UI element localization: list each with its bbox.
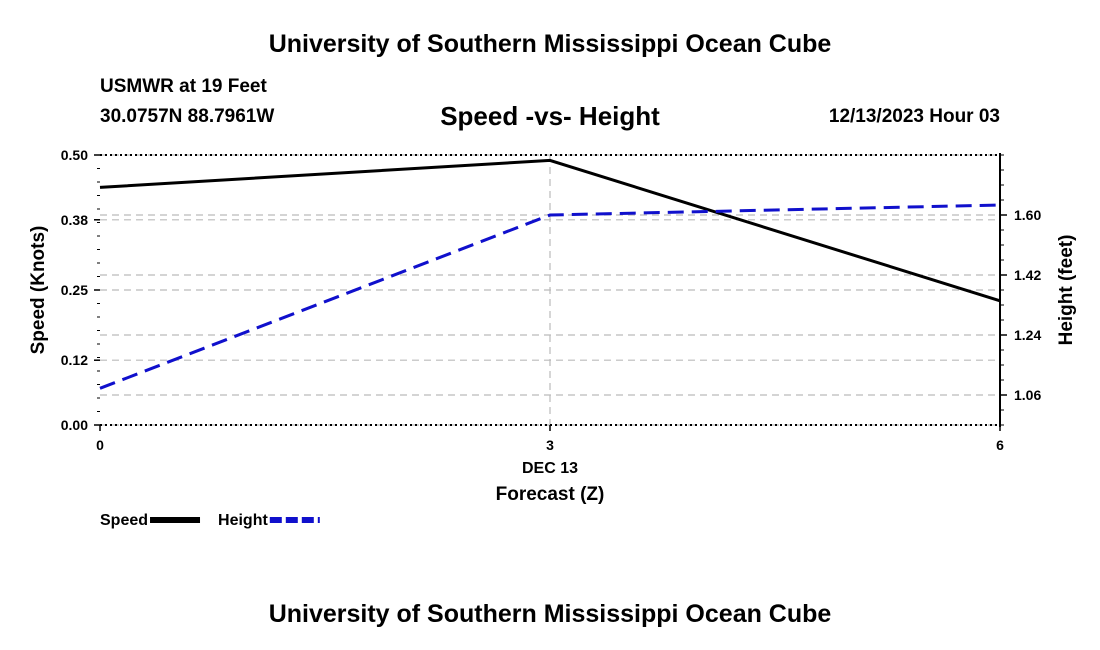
- y-left-tick-label: 0.50: [61, 147, 88, 163]
- y-left-tick-label: 0.12: [61, 352, 88, 368]
- legend-label-height: Height: [218, 512, 268, 529]
- x-tick-label: 0: [96, 437, 104, 453]
- y-left-tick-label: 0.00: [61, 417, 88, 433]
- y-right-tick-label: 1.42: [1014, 267, 1041, 283]
- x-tick-label: 3: [546, 437, 554, 453]
- page-title: University of Southern Mississippi Ocean…: [268, 30, 832, 58]
- axis-ticks: [94, 154, 1007, 431]
- y-left-tick-label: 0.38: [61, 212, 88, 228]
- station-name: USMWR at 19 Feet: [100, 76, 267, 97]
- y-left-tick-label: 0.25: [61, 282, 88, 298]
- x-axis-title: Forecast (Z): [496, 484, 605, 505]
- y-right-axis-title: Height (feet): [1056, 235, 1077, 346]
- grid-layer: [100, 154, 1000, 426]
- legend: Speed Height: [100, 512, 320, 529]
- series-layer: [99, 158, 1001, 390]
- y-right-tick-label: 1.06: [1014, 387, 1041, 403]
- legend-label-speed: Speed: [100, 512, 148, 529]
- y-right-tick-label: 1.24: [1014, 327, 1041, 343]
- y-right-tick-label: 1.60: [1014, 207, 1041, 223]
- axis-labels: 0.00 0.12 0.25 0.38 0.50 1.06 1.24 1.42 1.60 0 3 6 D…: [28, 147, 1077, 505]
- chart-title: Speed -vs- Height: [440, 101, 660, 131]
- station-coordinates: 30.0757N 88.7961W: [100, 106, 275, 127]
- footer-title: University of Southern Mississippi Ocean…: [268, 600, 832, 628]
- forecast-datetime: 12/13/2023 Hour 03: [828, 106, 1000, 127]
- x-date-label: DEC 13: [522, 460, 578, 477]
- y-left-axis-title: Speed (Knots): [28, 226, 49, 355]
- x-tick-label: 6: [996, 437, 1004, 453]
